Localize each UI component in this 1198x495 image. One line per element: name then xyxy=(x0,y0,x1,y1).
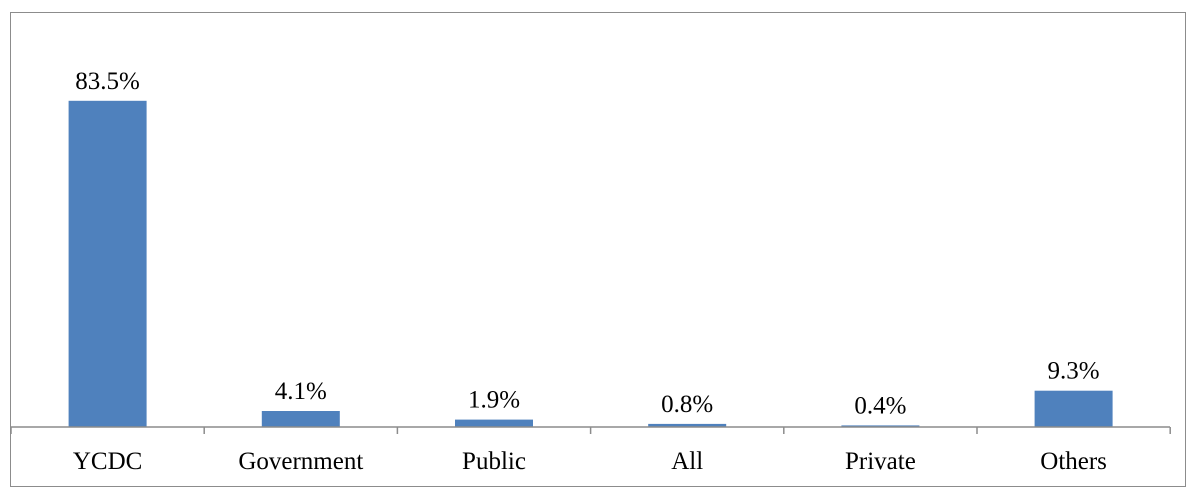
data-label-all: 0.8% xyxy=(661,391,713,418)
x-tick-label-ycdc: YCDC xyxy=(73,448,142,475)
bar-ycdc xyxy=(68,100,147,428)
bar-others xyxy=(1034,390,1113,427)
bar-government xyxy=(261,411,340,427)
x-tick-labels: YCDC Government Public All Private Others xyxy=(73,448,1107,475)
bar-all xyxy=(648,423,727,427)
data-label-public: 1.9% xyxy=(468,387,520,414)
x-tick-label-all: All xyxy=(671,448,703,475)
x-tick-label-government: Government xyxy=(238,448,363,475)
bar-public xyxy=(455,419,533,427)
data-labels-layer: 83.5% 4.1% 1.9% 0.8% 0.4% 9.3% xyxy=(75,68,1099,420)
x-tick-label-private: Private xyxy=(845,448,916,475)
bars-layer xyxy=(68,100,1113,428)
data-label-ycdc: 83.5% xyxy=(75,68,140,95)
bar-private xyxy=(841,425,920,427)
chart-frame xyxy=(10,12,1186,487)
data-label-private: 0.4% xyxy=(854,392,906,419)
x-tick-label-public: Public xyxy=(462,448,526,475)
x-axis xyxy=(10,426,1171,434)
data-label-others: 9.3% xyxy=(1048,358,1100,385)
x-tick-label-others: Others xyxy=(1040,448,1107,475)
data-label-government: 4.1% xyxy=(275,378,327,405)
